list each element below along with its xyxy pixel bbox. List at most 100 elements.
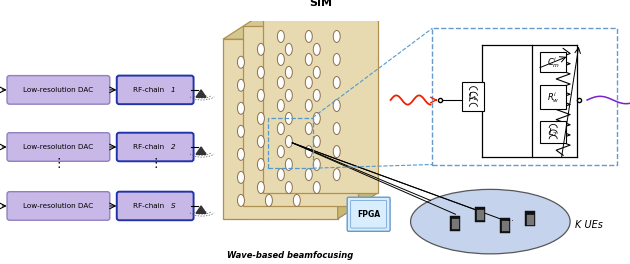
FancyBboxPatch shape	[7, 76, 110, 104]
Ellipse shape	[306, 30, 312, 43]
FancyBboxPatch shape	[351, 200, 387, 228]
Ellipse shape	[313, 89, 320, 101]
Text: $L_2$: $L_2$	[548, 126, 558, 139]
Ellipse shape	[333, 122, 340, 135]
Text: 1: 1	[171, 87, 175, 93]
Text: Wave-based beamfocusing: Wave-based beamfocusing	[227, 251, 353, 260]
Text: K UEs: K UEs	[575, 220, 603, 230]
Ellipse shape	[238, 195, 244, 206]
FancyBboxPatch shape	[117, 133, 193, 161]
Text: Low-resolution DAC: Low-resolution DAC	[23, 87, 93, 93]
Text: 2: 2	[171, 144, 175, 150]
Ellipse shape	[285, 43, 292, 55]
Ellipse shape	[285, 158, 292, 171]
Polygon shape	[338, 13, 377, 219]
Text: ···: ···	[507, 217, 514, 226]
Ellipse shape	[294, 171, 301, 183]
Bar	[432, 28, 617, 164]
Bar	[477, 210, 484, 220]
Ellipse shape	[313, 182, 320, 194]
Ellipse shape	[313, 112, 320, 124]
Ellipse shape	[238, 171, 244, 183]
Polygon shape	[196, 147, 206, 154]
FancyBboxPatch shape	[347, 197, 390, 231]
Bar	[476, 207, 485, 221]
Bar	[450, 216, 461, 231]
Ellipse shape	[265, 195, 272, 206]
Ellipse shape	[306, 122, 312, 135]
Polygon shape	[263, 13, 377, 193]
Ellipse shape	[285, 182, 292, 194]
Ellipse shape	[306, 77, 312, 88]
Ellipse shape	[294, 125, 301, 137]
Ellipse shape	[277, 100, 284, 111]
Ellipse shape	[258, 112, 265, 124]
Ellipse shape	[313, 66, 320, 78]
Ellipse shape	[294, 195, 301, 206]
Bar	[540, 52, 566, 72]
Ellipse shape	[265, 102, 272, 114]
Ellipse shape	[306, 100, 312, 111]
Ellipse shape	[333, 77, 340, 88]
Ellipse shape	[265, 148, 272, 160]
Ellipse shape	[277, 169, 284, 181]
Text: $R_w^i$: $R_w^i$	[547, 90, 559, 105]
Ellipse shape	[294, 148, 301, 160]
Ellipse shape	[294, 102, 301, 114]
Bar	[452, 219, 459, 229]
Ellipse shape	[306, 54, 312, 65]
Bar	[268, 117, 312, 168]
Text: ⋮: ⋮	[52, 157, 65, 170]
Ellipse shape	[294, 56, 301, 68]
Bar	[462, 82, 484, 111]
FancyBboxPatch shape	[117, 192, 193, 220]
Ellipse shape	[258, 66, 265, 78]
Polygon shape	[196, 206, 206, 213]
Polygon shape	[223, 39, 338, 219]
Ellipse shape	[258, 43, 265, 55]
Text: RF-chain: RF-chain	[134, 87, 167, 93]
Bar	[500, 218, 510, 233]
Ellipse shape	[277, 122, 284, 135]
Text: FPGA: FPGA	[357, 210, 381, 219]
Ellipse shape	[265, 125, 272, 137]
Bar	[540, 121, 566, 143]
Bar	[540, 85, 566, 109]
Ellipse shape	[258, 182, 265, 194]
Ellipse shape	[285, 66, 292, 78]
Ellipse shape	[265, 56, 272, 68]
Text: RF-chain: RF-chain	[134, 144, 167, 150]
Text: SIM: SIM	[309, 0, 332, 8]
Ellipse shape	[313, 43, 320, 55]
Ellipse shape	[306, 169, 312, 181]
Ellipse shape	[306, 146, 312, 158]
Ellipse shape	[294, 79, 301, 91]
Ellipse shape	[313, 158, 320, 171]
Text: $L_1$: $L_1$	[469, 90, 478, 103]
Polygon shape	[243, 26, 358, 206]
Ellipse shape	[238, 148, 244, 160]
Text: Low-resolution DAC: Low-resolution DAC	[23, 203, 93, 209]
FancyBboxPatch shape	[117, 76, 193, 104]
Ellipse shape	[313, 135, 320, 148]
Ellipse shape	[277, 77, 284, 88]
Ellipse shape	[258, 89, 265, 101]
Text: Low-resolution DAC: Low-resolution DAC	[23, 144, 93, 150]
Ellipse shape	[333, 169, 340, 181]
Text: $C_m^i$: $C_m^i$	[547, 55, 560, 70]
Ellipse shape	[333, 54, 340, 65]
Ellipse shape	[265, 171, 272, 183]
Ellipse shape	[238, 79, 244, 91]
Ellipse shape	[285, 135, 292, 148]
Text: RF-chain: RF-chain	[134, 203, 167, 209]
FancyBboxPatch shape	[7, 192, 110, 220]
Polygon shape	[196, 90, 206, 97]
Ellipse shape	[333, 146, 340, 158]
Ellipse shape	[411, 189, 570, 254]
Ellipse shape	[285, 89, 292, 101]
Bar	[502, 221, 509, 231]
Ellipse shape	[277, 146, 284, 158]
Ellipse shape	[333, 100, 340, 111]
Ellipse shape	[277, 54, 284, 65]
Ellipse shape	[265, 79, 272, 91]
